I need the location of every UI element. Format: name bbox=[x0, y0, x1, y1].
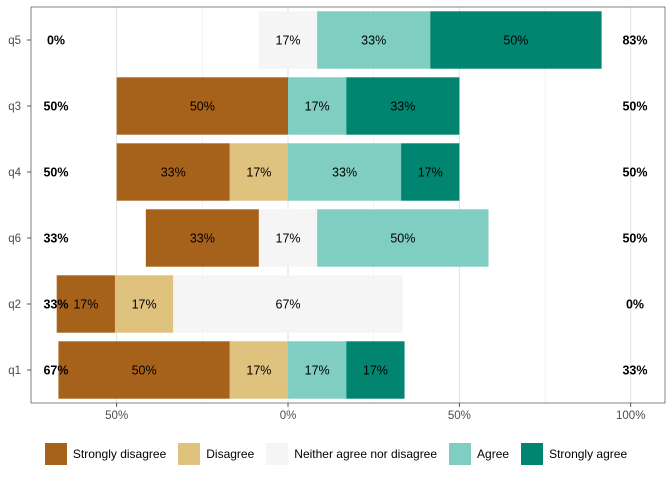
right-total-label: 50% bbox=[622, 232, 647, 246]
y-tick-label: q6 bbox=[8, 233, 21, 245]
bar-value-label: 33% bbox=[390, 100, 415, 114]
right-total-label: 33% bbox=[622, 364, 647, 378]
x-tick-label: 50% bbox=[105, 410, 128, 422]
legend-item: Strongly agree bbox=[521, 443, 627, 465]
bar-segment bbox=[58, 341, 230, 399]
legend-label: Agree bbox=[477, 447, 510, 461]
left-total-label: 0% bbox=[47, 34, 65, 48]
bar-segment bbox=[430, 11, 602, 69]
bar-segment bbox=[56, 275, 115, 333]
left-total-label: 50% bbox=[43, 166, 68, 180]
legend-item: Strongly disagree bbox=[44, 443, 167, 465]
bar-segment bbox=[229, 341, 289, 399]
bar-value-label: 67% bbox=[276, 298, 301, 312]
bar-value-label: 33% bbox=[161, 166, 186, 180]
right-total-label: 0% bbox=[626, 298, 644, 312]
y-tick-label: q5 bbox=[8, 35, 21, 47]
bar-value-label: 50% bbox=[503, 34, 528, 48]
bar-value-label: 50% bbox=[132, 364, 157, 378]
bar-value-label: 17% bbox=[276, 232, 301, 246]
bar-segment bbox=[288, 341, 347, 399]
bar-value-label: 33% bbox=[190, 232, 215, 246]
legend-key bbox=[44, 443, 67, 465]
legend-label: Neither agree nor disagree bbox=[294, 447, 438, 461]
bar-segment bbox=[317, 209, 489, 267]
legend-key bbox=[178, 443, 201, 465]
left-total-label: 67% bbox=[43, 364, 68, 378]
bars-layer bbox=[56, 11, 602, 399]
legend-label: Strongly disagree bbox=[72, 447, 167, 461]
bar-value-label: 17% bbox=[132, 298, 157, 312]
bar-value-label: 17% bbox=[363, 364, 388, 378]
left-total-label: 33% bbox=[43, 298, 68, 312]
bar-value-label: 17% bbox=[305, 100, 330, 114]
bar-segment bbox=[288, 77, 347, 135]
legend-item: Disagree bbox=[178, 443, 254, 465]
legend-item: Agree bbox=[449, 443, 509, 465]
bar-segment bbox=[401, 143, 460, 201]
panel-border bbox=[30, 6, 666, 404]
left-total-label: 33% bbox=[43, 232, 68, 246]
x-tick-label: 0% bbox=[280, 410, 297, 422]
bar-value-label: 17% bbox=[246, 364, 271, 378]
bar-value-label: 50% bbox=[390, 232, 415, 246]
right-total-label: 83% bbox=[622, 34, 647, 48]
bar-value-label: 17% bbox=[73, 298, 98, 312]
x-tick-label: 100% bbox=[616, 410, 645, 422]
bar-value-label: 33% bbox=[332, 166, 357, 180]
left-total-label: 50% bbox=[43, 100, 68, 114]
bar-segment bbox=[346, 77, 460, 135]
legend-item: Neither agree nor disagree bbox=[266, 443, 437, 465]
axis-layer: q5 q3 q4 q6 q2 q1 50% 0% 50% 100% bbox=[8, 35, 645, 422]
bar-segment bbox=[116, 143, 230, 201]
bar-segment bbox=[114, 275, 174, 333]
bar-segment bbox=[288, 143, 402, 201]
right-total-label: 50% bbox=[622, 166, 647, 180]
bar-segment bbox=[116, 77, 289, 135]
right-total-label: 50% bbox=[622, 100, 647, 114]
bar-value-label: 17% bbox=[276, 34, 301, 48]
bar-value-label: 17% bbox=[418, 166, 443, 180]
legend-key bbox=[521, 443, 544, 465]
legend-key bbox=[266, 443, 289, 465]
legend-key bbox=[449, 443, 472, 465]
legend: Strongly disagree Disagree Neither agree n… bbox=[0, 440, 672, 468]
bar-segment bbox=[173, 275, 403, 333]
bar-segment bbox=[229, 143, 289, 201]
bar-value-label: 17% bbox=[246, 166, 271, 180]
bar-segment bbox=[346, 341, 405, 399]
legend-label: Strongly agree bbox=[549, 447, 628, 461]
bar-value-label: 17% bbox=[305, 364, 330, 378]
bar-segment bbox=[258, 11, 318, 69]
bar-segment bbox=[258, 209, 318, 267]
legend-label: Disagree bbox=[206, 447, 255, 461]
y-tick-label: q3 bbox=[8, 101, 21, 113]
y-tick-label: q2 bbox=[8, 299, 21, 311]
labels-layer: 17% 33% 50% 0% 83% 50% 17% 33% 50% 50% 33% 17% 33% 17… bbox=[43, 34, 647, 378]
y-tick-label: q4 bbox=[8, 167, 21, 179]
bar-value-label: 50% bbox=[190, 100, 215, 114]
bar-value-label: 33% bbox=[361, 34, 386, 48]
bar-segment bbox=[145, 209, 259, 267]
y-tick-label: q1 bbox=[8, 365, 21, 377]
x-tick-label: 50% bbox=[448, 410, 471, 422]
bar-segment bbox=[317, 11, 431, 69]
